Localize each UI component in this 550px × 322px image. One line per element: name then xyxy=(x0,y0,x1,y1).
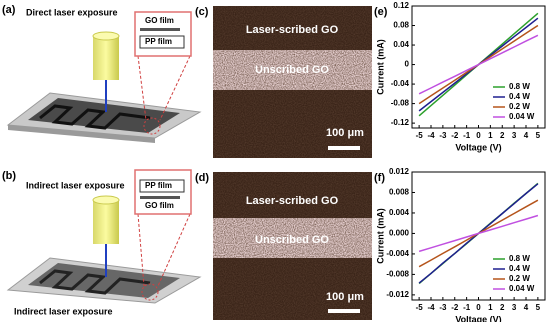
panel-label: (d) xyxy=(195,172,209,184)
region-label: Laser-scribed GO xyxy=(246,195,339,207)
scale-bar xyxy=(328,309,360,313)
x-tick-label: 5 xyxy=(536,303,541,312)
panel-label: (b) xyxy=(2,170,16,182)
x-axis-label: Voltage (V) xyxy=(455,314,501,322)
zoom-circle xyxy=(143,117,161,135)
x-tick-label: -5 xyxy=(416,131,424,140)
x-tick-label: 3 xyxy=(512,131,517,140)
x-tick-label: -5 xyxy=(416,303,424,312)
x-tick-label: 5 xyxy=(536,131,541,140)
legend-label: 0.04 W xyxy=(509,284,535,293)
x-tick-label: 1 xyxy=(488,303,493,312)
layer-go xyxy=(140,28,180,31)
panel-label: (c) xyxy=(195,6,209,18)
y-axis-label: Current (mA) xyxy=(375,208,385,264)
layer-label: GO film xyxy=(145,16,174,25)
panel-caption: Indirect laser exposure xyxy=(14,306,113,316)
layer-pp xyxy=(139,35,185,49)
laser-top xyxy=(92,31,120,41)
y-tick-label: -0.012 xyxy=(386,290,409,299)
x-tick-label: -2 xyxy=(451,131,459,140)
inset xyxy=(134,11,192,57)
x-tick-label: 0 xyxy=(476,303,481,312)
zoom-line xyxy=(137,55,147,121)
layer-label: GO film xyxy=(145,201,174,210)
texture xyxy=(213,172,372,320)
x-tick-label: -1 xyxy=(463,131,471,140)
panel-label: (f) xyxy=(374,172,385,184)
y-tick-label: -0.004 xyxy=(386,249,409,258)
laser-top xyxy=(92,195,120,205)
region-label: Unscribed GO xyxy=(255,234,329,246)
zoom-line xyxy=(157,213,191,287)
legend-label: 0.2 W xyxy=(509,274,530,283)
scale-bar xyxy=(328,146,360,150)
legend-label: 0.4 W xyxy=(509,264,530,273)
laser-head xyxy=(93,200,119,244)
substrate-edge xyxy=(8,125,155,143)
x-tick-label: -3 xyxy=(439,303,447,312)
panel-label: (e) xyxy=(374,6,388,18)
y-tick-label: 0.012 xyxy=(389,167,410,176)
legend-label: 0.4 W xyxy=(509,92,530,101)
y-tick-label: 0 xyxy=(405,60,410,69)
x-tick-label: -4 xyxy=(427,131,435,140)
panel-d: (d) Laser-scribed GO Unscribed GO 100 μm xyxy=(195,172,372,320)
x-tick-label: -4 xyxy=(427,303,435,312)
x-tick-label: -1 xyxy=(463,303,471,312)
y-tick-label: -0.12 xyxy=(391,118,410,127)
x-tick-label: -3 xyxy=(439,131,447,140)
zoom-line xyxy=(159,55,191,121)
x-axis-label: Voltage (V) xyxy=(455,142,501,152)
region-label: Laser-scribed GO xyxy=(246,24,339,36)
y-tick-label: 0.000 xyxy=(389,229,410,238)
x-tick-label: 3 xyxy=(512,303,517,312)
x-tick-label: 4 xyxy=(524,131,529,140)
x-tick-label: -2 xyxy=(451,303,459,312)
legend-label: 0.8 W xyxy=(509,82,530,91)
panel-a: (a) Direct laser exposure GO film PP fil… xyxy=(2,4,202,143)
layer-label: PP film xyxy=(145,181,172,190)
y-tick-label: 0.008 xyxy=(389,188,410,197)
x-tick-label: 2 xyxy=(500,303,505,312)
legend-label: 0.04 W xyxy=(509,112,535,121)
pattern xyxy=(39,104,151,130)
series-line xyxy=(418,34,539,95)
panel-label: (a) xyxy=(2,4,16,16)
zoom-circle xyxy=(141,283,159,301)
panel-b: (b) Indirect laser exposure PP film GO f… xyxy=(2,169,202,316)
layer-go xyxy=(140,196,180,199)
series-line xyxy=(418,214,539,253)
laser-head xyxy=(93,36,119,80)
texture xyxy=(213,6,372,158)
y-axis-label: Current (mA) xyxy=(375,39,385,95)
panel-title: Indirect laser exposure xyxy=(26,180,125,190)
y-tick-label: -0.08 xyxy=(391,99,410,108)
y-tick-label: -0.008 xyxy=(386,270,409,279)
x-tick-label: 1 xyxy=(488,131,493,140)
y-tick-label: -0.04 xyxy=(391,79,410,88)
y-tick-label: 0.08 xyxy=(393,21,409,30)
scale-label: 100 μm xyxy=(326,291,364,303)
legend-label: 0.2 W xyxy=(509,102,530,111)
y-tick-label: 0.12 xyxy=(393,1,409,10)
x-tick-label: 0 xyxy=(476,131,481,140)
panel-c: (c) Laser-scribed GO Unscribed GO 100 μm xyxy=(195,6,372,158)
x-tick-label: 4 xyxy=(524,303,529,312)
layer-label: PP film xyxy=(145,37,172,46)
scale-label: 100 μm xyxy=(326,127,364,139)
y-tick-label: 0.004 xyxy=(389,208,410,217)
region-label: Unscribed GO xyxy=(255,64,329,76)
panel-title: Direct laser exposure xyxy=(26,7,118,17)
zoom-line xyxy=(137,213,145,287)
y-tick-label: 0.04 xyxy=(393,40,409,49)
legend-label: 0.8 W xyxy=(509,254,530,263)
x-tick-label: 2 xyxy=(500,131,505,140)
pattern xyxy=(39,269,151,295)
layer-pp xyxy=(139,179,185,193)
